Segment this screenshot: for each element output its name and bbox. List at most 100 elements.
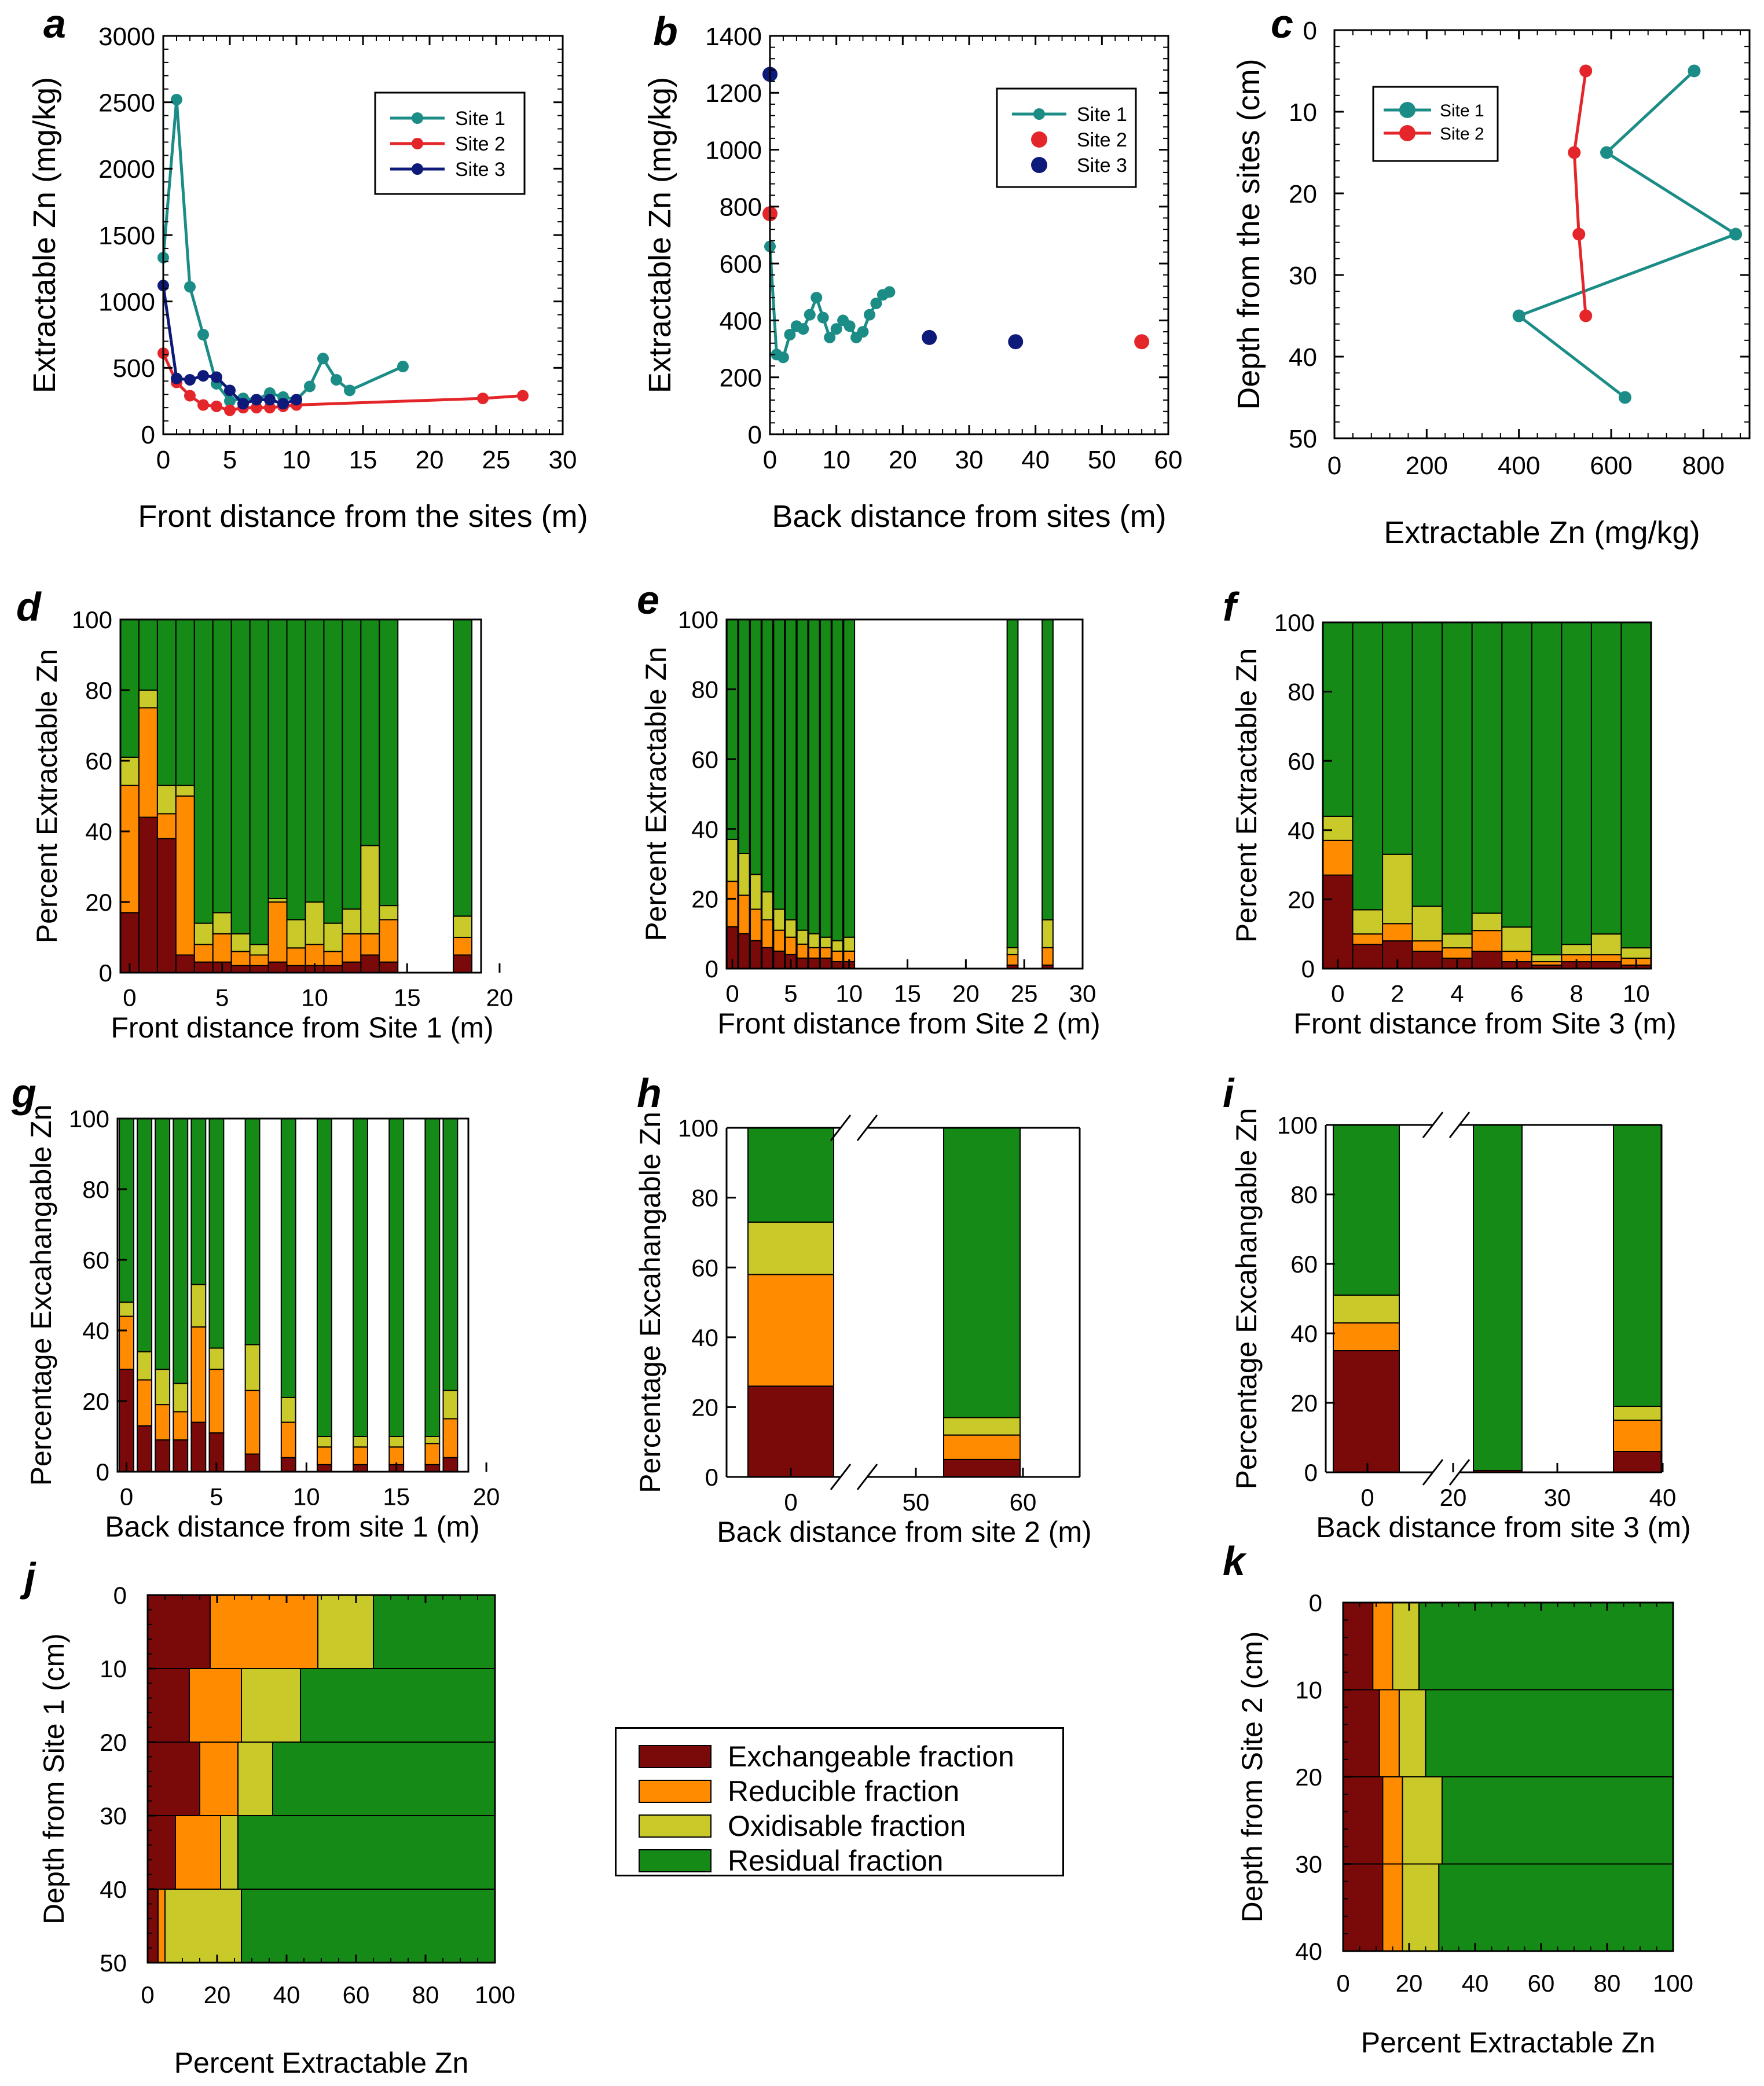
axis-break-mark <box>856 1464 878 1490</box>
bar-oxidisable <box>138 690 158 709</box>
bar-residual <box>747 1127 834 1223</box>
y-tick-label: 400 <box>720 307 762 335</box>
y-tick-label: 0 <box>99 959 112 987</box>
x-tick-label: 60 <box>1154 446 1183 474</box>
x-tick-label: 20 <box>416 446 444 474</box>
legend-label-oxidisable: Oxidisable fraction <box>728 1810 966 1842</box>
bar-reducible <box>388 1446 405 1465</box>
x-tick-label: 800 <box>1682 452 1725 480</box>
x-tick-label: 0 <box>784 1489 797 1516</box>
bar-exchangeable <box>442 1457 459 1473</box>
x-tick-label: 0 <box>120 1483 133 1510</box>
bar-exchangeable <box>773 950 786 969</box>
bar-oxidisable <box>193 922 214 945</box>
plot-frame <box>725 618 1084 970</box>
bar-exchangeable <box>1613 1451 1662 1473</box>
y-tick-label: 80 <box>691 676 718 703</box>
x-tick-label: 4 <box>1450 980 1464 1007</box>
bar-residual <box>453 619 473 917</box>
legend-label: Site 3 <box>1077 155 1127 177</box>
legend-swatch-reducible <box>639 1780 712 1803</box>
bar-residual <box>300 1668 496 1743</box>
y-tick-label: 60 <box>1288 747 1315 775</box>
bar-residual <box>379 619 399 907</box>
data-point <box>344 384 355 397</box>
bar-oxidisable <box>249 944 269 956</box>
x-tick-label: 600 <box>1590 452 1632 480</box>
x-tick-label: 40 <box>1649 1484 1677 1511</box>
bar-residual <box>212 619 232 914</box>
axis-break-mark <box>1448 1112 1470 1138</box>
x-tick-label: 20 <box>486 984 514 1011</box>
bar-reducible <box>1613 1420 1662 1452</box>
bar-exchangeable <box>796 957 809 970</box>
data-point <box>331 373 342 386</box>
bar-oxidisable <box>726 838 739 882</box>
panel-letter-i: i <box>1223 1071 1235 1116</box>
bar-residual <box>784 619 797 921</box>
data-point <box>211 371 222 383</box>
bar-oxidisable <box>353 1436 368 1448</box>
bar-reducible <box>943 1434 1021 1460</box>
x-tick-label: 20 <box>1440 1484 1467 1511</box>
x-axis-label: Percent Extractable Zn <box>174 2047 469 2079</box>
bar-residual <box>373 1594 496 1669</box>
bar-residual <box>1442 622 1473 935</box>
data-point <box>1512 309 1525 322</box>
data-point <box>397 361 409 373</box>
x-tick-label: 20 <box>204 1981 231 2008</box>
data-point <box>317 353 329 365</box>
bar-exchangeable <box>137 1425 153 1472</box>
y-tick-label: 100 <box>1274 609 1315 636</box>
x-tick-label: 100 <box>1653 1970 1693 1997</box>
bar-reducible <box>1041 947 1054 966</box>
bar-oxidisable <box>1471 912 1503 932</box>
data-point <box>291 394 302 406</box>
bar-exchangeable <box>808 957 820 970</box>
data-point <box>251 402 262 414</box>
bar-exchangeable <box>379 961 399 973</box>
legend-label: Site 2 <box>455 133 505 155</box>
bar-residual <box>750 619 762 875</box>
bar-oxidisable <box>442 1390 459 1420</box>
bar-exchangeable <box>244 1453 261 1472</box>
bar-oxidisable <box>175 784 195 797</box>
y-tick-label: 20 <box>1295 1764 1322 1791</box>
bar-reducible <box>230 951 251 966</box>
bar-exchangeable <box>747 1385 834 1478</box>
bar-residual <box>738 619 750 855</box>
bar-reducible <box>210 1594 318 1669</box>
y-tick-label: 1000 <box>98 288 155 317</box>
x-tick-label: 30 <box>1069 980 1096 1007</box>
data-point <box>1600 146 1613 159</box>
bar-residual <box>1620 622 1652 949</box>
bar-oxidisable <box>843 936 856 952</box>
panel-letter-h: h <box>637 1071 662 1116</box>
bar-exchangeable <box>147 1742 200 1816</box>
data-point <box>1572 228 1586 241</box>
data-point <box>883 286 896 298</box>
data-point <box>184 373 196 386</box>
y-axis-label: Percentage Excahangable Zn <box>1230 1108 1263 1490</box>
x-tick-label: 200 <box>1406 452 1448 480</box>
legend-swatch-residual <box>639 1849 712 1872</box>
y-axis-label: Depth from Site 1 (cm) <box>38 1633 70 1924</box>
series-line <box>1516 69 1739 399</box>
panel-letter-e: e <box>637 577 659 622</box>
bar-exchangeable <box>1352 944 1384 970</box>
bar-reducible <box>208 1369 225 1434</box>
bar-oxidisable <box>808 933 820 948</box>
y-tick-label: 0 <box>1303 17 1317 45</box>
bar-exchangeable <box>316 1464 332 1473</box>
bar-exchangeable <box>1343 1776 1384 1865</box>
y-tick-label: 10 <box>100 1655 127 1682</box>
x-axis-label: Front distance from Site 1 (m) <box>111 1011 493 1044</box>
y-tick-label: 0 <box>141 421 155 449</box>
panel-letter-f: f <box>1223 584 1240 629</box>
bar-oxidisable <box>424 1436 441 1445</box>
bar-oxidisable <box>305 901 325 945</box>
y-tick-label: 100 <box>678 1115 718 1142</box>
x-tick-label: 80 <box>412 1981 439 2008</box>
bar-residual <box>843 619 856 938</box>
plot-frame <box>119 618 482 974</box>
